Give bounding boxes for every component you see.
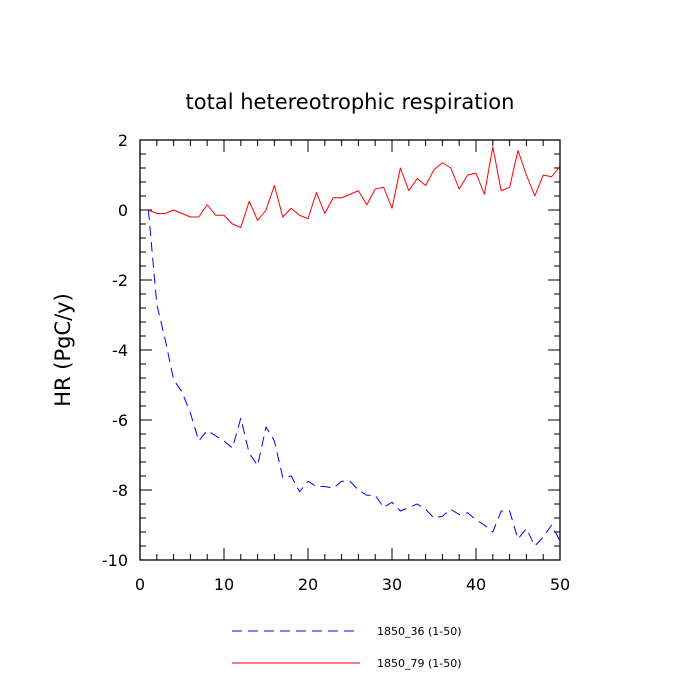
chart-title: total hetereotrophic respiration [186,90,515,114]
y-tick-label: 2 [118,131,128,150]
y-tick-label: -8 [112,481,128,500]
series-line-1 [147,209,561,547]
x-tick-label: 10 [214,575,234,594]
legend-label-2: 1850_79 (1-50) [377,657,462,670]
series-layer [147,146,561,547]
x-tick-label: 40 [466,575,486,594]
x-tick-label: 20 [298,575,318,594]
y-tick-label: -6 [112,411,128,430]
x-tick-label: 0 [135,575,145,594]
y-tick-label: -4 [112,341,128,360]
series-line-2 [148,146,561,228]
y-tick-label: 0 [118,201,128,220]
y-tick-label: -2 [112,271,128,290]
legend: 1850_36 (1-50) 1850_79 (1-50) [232,625,462,670]
legend-label-1: 1850_36 (1-50) [377,625,462,638]
y-tick-label: -10 [102,551,128,570]
axis-ticks [139,139,561,561]
x-tick-label: 30 [382,575,402,594]
plot-frame [139,139,561,561]
x-tick-label: 50 [550,575,570,594]
y-axis-label: HR (PgC/y) [51,293,75,407]
